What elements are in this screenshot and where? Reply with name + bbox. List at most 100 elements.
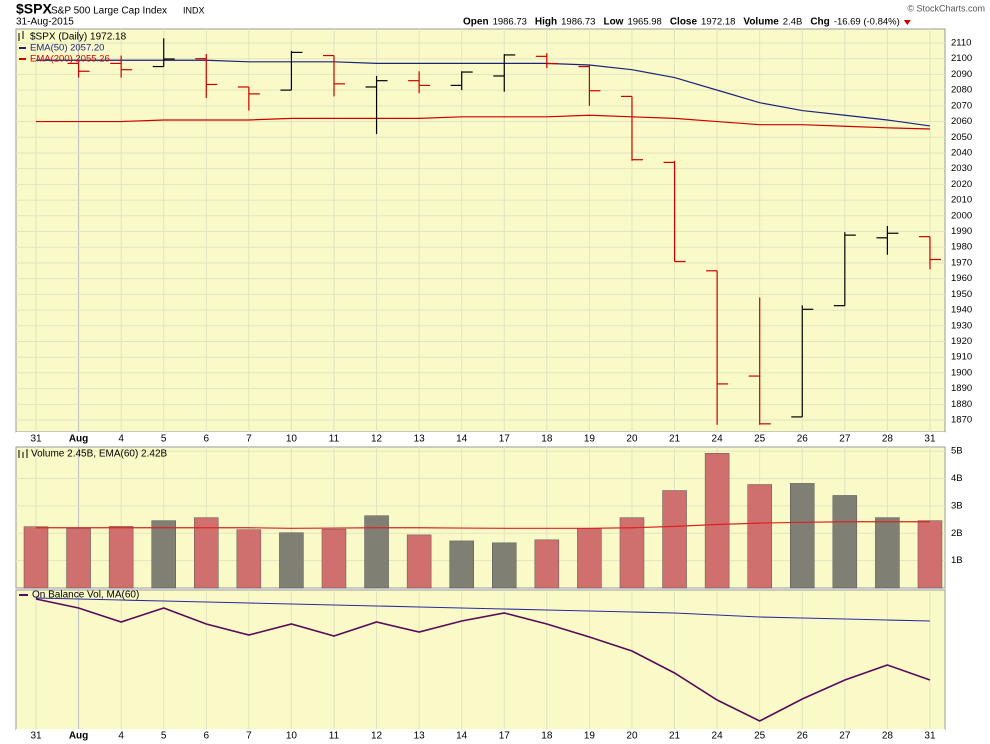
- x-tick-label: Aug: [69, 434, 88, 445]
- legend-text: $SPX (Daily) 1972.18: [30, 32, 127, 43]
- x-tick-label: 11: [329, 434, 340, 445]
- x-tick-label: 27: [839, 434, 851, 445]
- volume-bar: [492, 542, 517, 589]
- exchange: INDX: [183, 5, 205, 15]
- legend-icon: [18, 31, 24, 41]
- y-tick-label: 1880: [951, 399, 972, 410]
- x-tick-label: 7: [246, 731, 252, 742]
- y-tick-label: 2070: [951, 100, 972, 111]
- y-tick-label: 2110: [951, 37, 971, 48]
- quote-label: Open: [463, 17, 489, 28]
- quote-value: -16.69 (-0.84%): [834, 17, 900, 28]
- x-tick-label: 17: [499, 731, 511, 742]
- x-tick-label: 19: [584, 434, 596, 445]
- x-tick-label: 12: [371, 731, 383, 742]
- index-name: S&P 500 Large Cap Index: [51, 6, 167, 17]
- ema-line: [36, 114, 930, 130]
- y-tick-label: 2020: [951, 179, 972, 190]
- quote-label: Close: [670, 17, 698, 28]
- x-tick-label: 20: [626, 434, 638, 445]
- x-tick-label: 26: [797, 434, 809, 445]
- x-tick-label: 11: [329, 731, 340, 742]
- down-arrow: [903, 20, 911, 25]
- y-tick-label: 1940: [951, 305, 972, 316]
- y-tick-label: 1950: [951, 289, 972, 300]
- x-tick-label: 18: [541, 434, 553, 445]
- quote-label: Low: [603, 17, 623, 28]
- x-tick-label: 5: [161, 434, 167, 445]
- volume-bar: [917, 520, 943, 589]
- pane: [15, 589, 946, 731]
- y-tick-label: 1890: [951, 383, 972, 394]
- x-tick-label: 10: [286, 434, 298, 445]
- volume-bar: [449, 540, 474, 589]
- x-tick-label: 4: [118, 434, 124, 445]
- x-tick-label: 31: [30, 731, 42, 742]
- y-tick-label: 2B: [951, 528, 963, 539]
- x-tick-label: 13: [414, 434, 426, 445]
- credit: © StockCharts.com: [907, 3, 985, 13]
- x-axis-band: [16, 729, 945, 743]
- y-tick-label: 5B: [951, 446, 963, 457]
- quote-label: Chg: [810, 17, 829, 28]
- y-tick-label: 2050: [951, 132, 972, 143]
- x-tick-label: 24: [712, 434, 724, 445]
- y-tick-label: 1910: [951, 352, 972, 363]
- obv-line: [35, 597, 930, 622]
- y-tick-label: 2040: [951, 147, 972, 158]
- y-tick-label: 1B: [951, 555, 963, 566]
- x-tick-label: 10: [286, 731, 298, 742]
- x-tick-label: 26: [797, 731, 809, 742]
- x-tick-label: 19: [584, 731, 596, 742]
- volume-bar: [151, 520, 176, 589]
- quote-value: 1965.98: [627, 17, 661, 28]
- volume-bar: [108, 526, 134, 589]
- quote-value: 2.4B: [783, 17, 803, 28]
- volume-bar: [406, 534, 432, 589]
- x-tick-label: 25: [754, 434, 766, 445]
- y-tick-label: 2000: [951, 210, 972, 221]
- x-tick-label: 31: [924, 731, 936, 742]
- legend-text: EMA(50) 2057.20: [30, 43, 104, 54]
- y-tick-label: 4B: [951, 473, 963, 484]
- y-tick-label: 2010: [951, 195, 972, 206]
- quote-label: Volume: [743, 17, 779, 28]
- x-tick-label: 24: [712, 731, 724, 742]
- x-tick-label: 14: [456, 731, 468, 742]
- x-tick-label: 31: [30, 434, 42, 445]
- volume-bar: [321, 528, 347, 589]
- x-tick-label: 14: [456, 434, 468, 445]
- volume-bar: [875, 517, 900, 589]
- ema-line: [36, 59, 931, 127]
- legend-text: On Balance Vol, MA(60): [32, 590, 139, 601]
- volume-bar: [662, 490, 687, 589]
- volume-bar: [23, 526, 49, 589]
- y-tick-label: 3B: [951, 500, 963, 511]
- x-tick-label: 25: [754, 731, 766, 742]
- volume-bar: [577, 528, 602, 589]
- x-tick-label: 5: [161, 731, 167, 742]
- y-tick-label: 2030: [951, 163, 972, 174]
- volume-bar: [279, 532, 304, 589]
- x-tick-label: 4: [118, 731, 124, 742]
- volume-bar: [236, 529, 262, 589]
- legend-text: EMA(200) 2055.26: [30, 54, 110, 65]
- x-tick-label: 21: [669, 731, 681, 742]
- x-axis-band: [16, 432, 945, 446]
- legend-icon: [18, 449, 28, 458]
- x-tick-label: 6: [203, 434, 209, 445]
- volume-bar: [194, 517, 219, 589]
- volume-bar: [832, 495, 858, 589]
- volume-bar: [364, 515, 389, 589]
- y-tick-label: 1960: [951, 273, 972, 284]
- obv-line: [35, 598, 931, 722]
- quote-value: 1972.18: [701, 17, 735, 28]
- y-tick-label: 1980: [951, 242, 972, 253]
- x-tick-label: 12: [371, 434, 383, 445]
- quote-label: High: [535, 17, 557, 28]
- pane: [15, 28, 946, 433]
- date: 31-Aug-2015: [16, 17, 74, 28]
- y-tick-label: 1920: [951, 336, 972, 347]
- x-tick-label: 31: [924, 434, 936, 445]
